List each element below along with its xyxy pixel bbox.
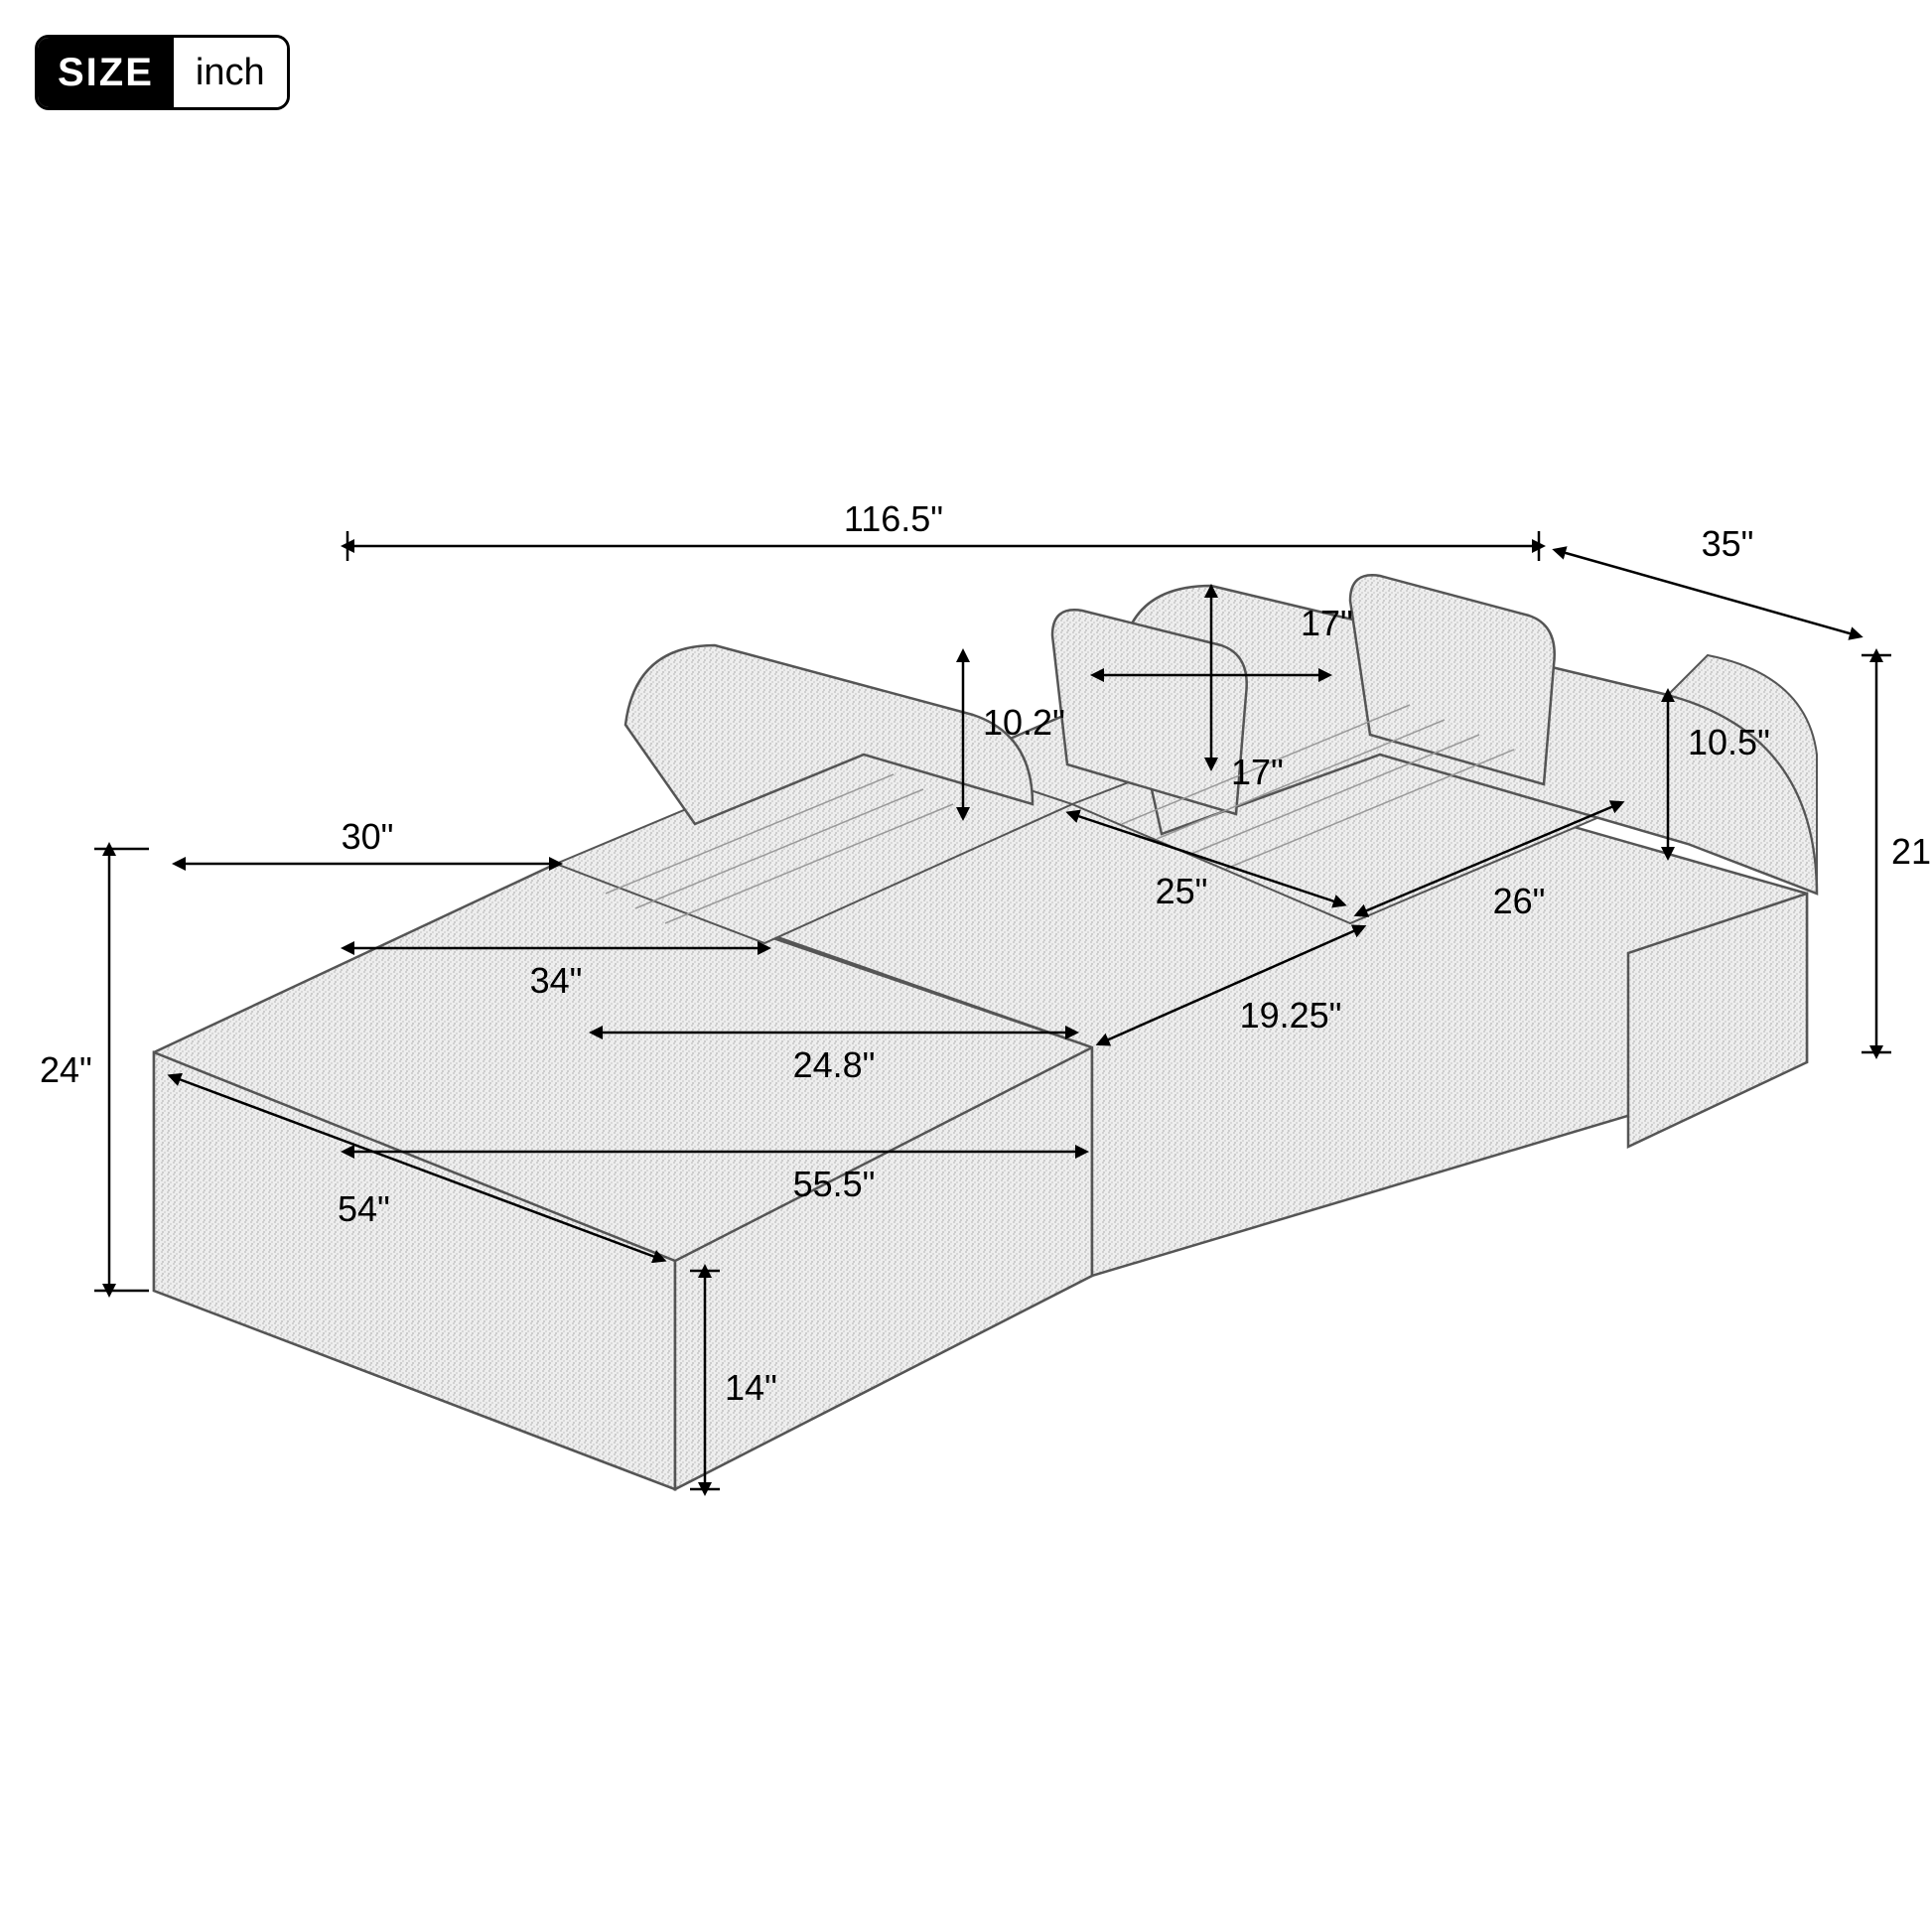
svg-text:19.25": 19.25" — [1240, 995, 1342, 1035]
svg-text:24.8": 24.8" — [793, 1044, 876, 1085]
dim-right-height: 21" — [1862, 655, 1932, 1052]
svg-text:14": 14" — [725, 1367, 777, 1408]
dim-30: 30" — [179, 816, 556, 864]
svg-text:34": 34" — [530, 960, 583, 1001]
svg-text:24": 24" — [40, 1049, 92, 1090]
svg-text:55.5": 55.5" — [793, 1164, 876, 1204]
svg-text:17": 17" — [1231, 752, 1284, 792]
dim-top-depth: 35" — [1559, 523, 1857, 635]
svg-text:116.5": 116.5" — [844, 498, 943, 539]
svg-text:25": 25" — [1156, 871, 1208, 911]
svg-text:17": 17" — [1301, 603, 1353, 643]
dim-left-24: 24" — [40, 849, 149, 1291]
dimension-diagram: 116.5" 35" 21" 10.5" 17" 17" 10.2" 25" 2… — [0, 0, 1932, 1932]
svg-text:30": 30" — [342, 816, 394, 857]
dim-total-width: 116.5" — [347, 498, 1539, 561]
svg-text:21": 21" — [1891, 831, 1932, 872]
svg-text:10.5": 10.5" — [1688, 722, 1770, 762]
svg-text:54": 54" — [338, 1188, 390, 1229]
svg-text:26": 26" — [1493, 881, 1546, 921]
svg-text:35": 35" — [1702, 523, 1754, 564]
svg-text:10.2": 10.2" — [983, 702, 1065, 743]
